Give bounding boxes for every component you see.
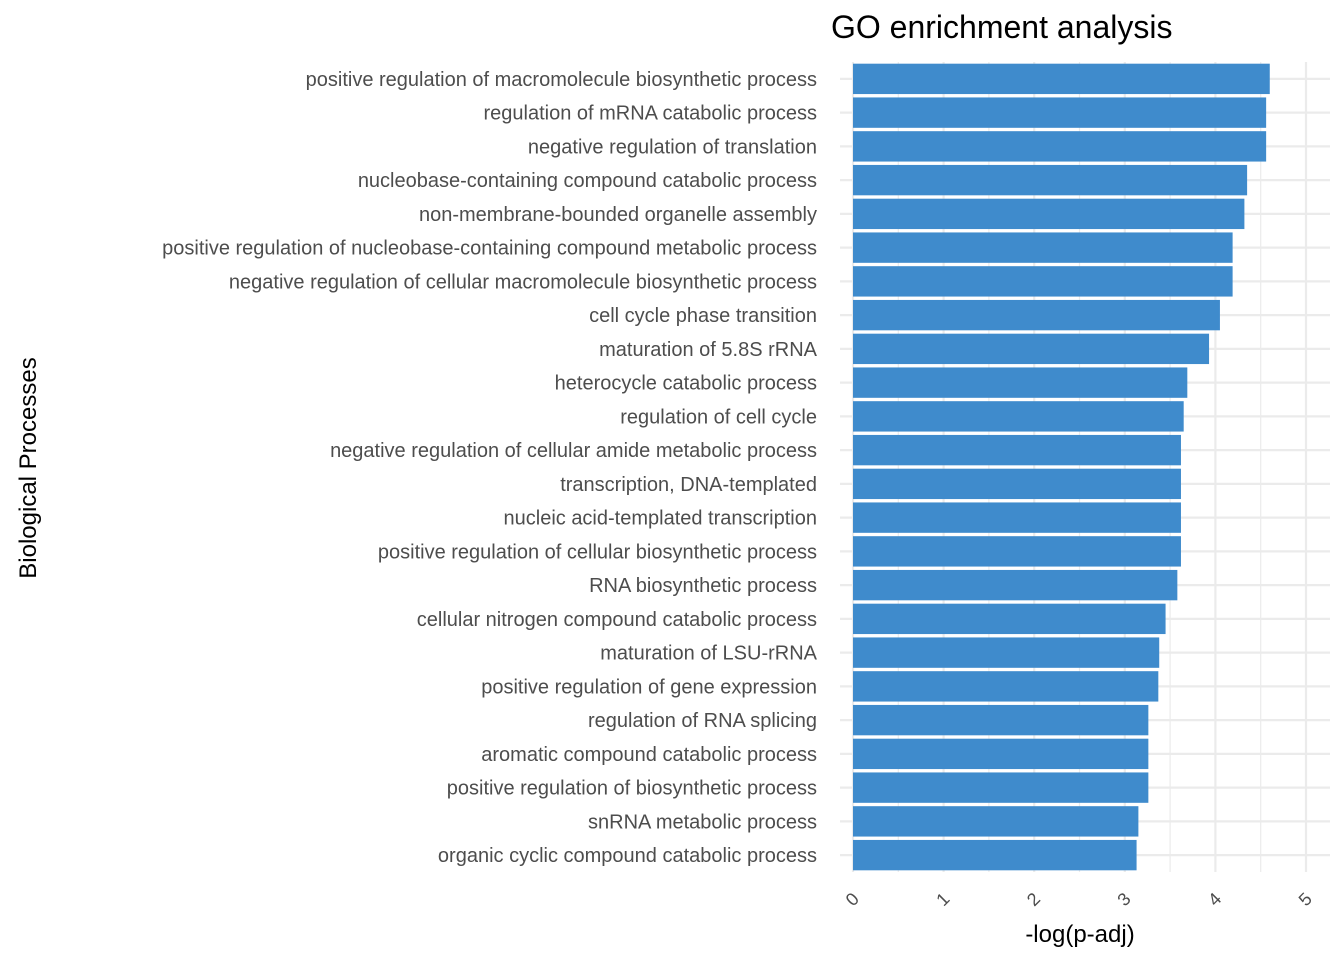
bar — [853, 198, 1245, 230]
x-tick-label: 4 — [1204, 889, 1225, 910]
category-label: nucleic acid-templated transcription — [504, 508, 818, 530]
bar — [853, 232, 1233, 263]
category-label: negative regulation of translation — [528, 136, 817, 158]
category-label: heterocycle catabolic process — [555, 373, 817, 395]
category-label: positive regulation of nucleobase-contai… — [162, 238, 817, 260]
x-tick-labels: 0 1 2 3 4 5 — [842, 889, 1316, 910]
bar — [853, 772, 1149, 803]
x-tick-label: 3 — [1113, 889, 1134, 910]
category-label: non-membrane-bounded organelle assembly — [419, 204, 817, 226]
category-label: positive regulation of macromolecule bio… — [306, 69, 817, 91]
x-tick-label: 1 — [932, 889, 953, 910]
x-tick-label: 5 — [1295, 889, 1316, 910]
category-label: cell cycle phase transition — [589, 305, 817, 327]
category-label: regulation of RNA splicing — [588, 710, 817, 732]
x-axis-title: -log(p-adj) — [1025, 921, 1134, 948]
bar — [853, 502, 1181, 533]
bar — [853, 536, 1181, 567]
bar — [853, 434, 1181, 466]
bar — [853, 704, 1149, 736]
category-label: organic cyclic compound catabolic proces… — [438, 845, 817, 867]
bar — [853, 468, 1181, 500]
category-label: negative regulation of cellular amide me… — [330, 440, 817, 462]
bar — [853, 164, 1248, 196]
bar — [853, 63, 1270, 95]
y-axis-title: Biological Processes — [15, 357, 42, 578]
bar — [853, 671, 1159, 702]
category-label: regulation of cell cycle — [620, 406, 817, 428]
bar — [853, 603, 1166, 635]
x-tick-label: 0 — [842, 889, 863, 910]
bar — [853, 131, 1267, 162]
bar — [853, 806, 1139, 837]
bars — [853, 63, 1270, 871]
category-label: positive regulation of biosynthetic proc… — [447, 778, 817, 800]
bar — [853, 97, 1267, 128]
bar — [853, 266, 1233, 297]
x-tick-label: 2 — [1023, 889, 1044, 910]
category-labels: positive regulation of macromolecule bio… — [162, 69, 818, 867]
category-label: positive regulation of gene expression — [481, 676, 817, 698]
bar — [853, 333, 1210, 365]
category-label: transcription, DNA-templated — [560, 474, 817, 496]
bar — [853, 299, 1220, 331]
bar — [853, 569, 1178, 601]
bar — [853, 738, 1149, 770]
bar — [853, 367, 1188, 398]
bar — [853, 401, 1184, 432]
category-label: maturation of 5.8S rRNA — [599, 339, 818, 361]
bar — [853, 839, 1137, 871]
category-label: RNA biosynthetic process — [589, 575, 817, 597]
bar — [853, 637, 1160, 668]
category-label: aromatic compound catabolic process — [481, 744, 817, 766]
category-label: positive regulation of cellular biosynth… — [378, 541, 817, 563]
category-label: negative regulation of cellular macromol… — [229, 271, 817, 293]
category-label: nucleobase-containing compound catabolic… — [358, 170, 817, 192]
chart-title: GO enrichment analysis — [831, 9, 1172, 45]
category-label: snRNA metabolic process — [588, 811, 817, 833]
category-label: cellular nitrogen compound catabolic pro… — [417, 609, 817, 631]
category-label: regulation of mRNA catabolic process — [484, 103, 818, 125]
category-label: maturation of LSU-rRNA — [600, 643, 817, 665]
